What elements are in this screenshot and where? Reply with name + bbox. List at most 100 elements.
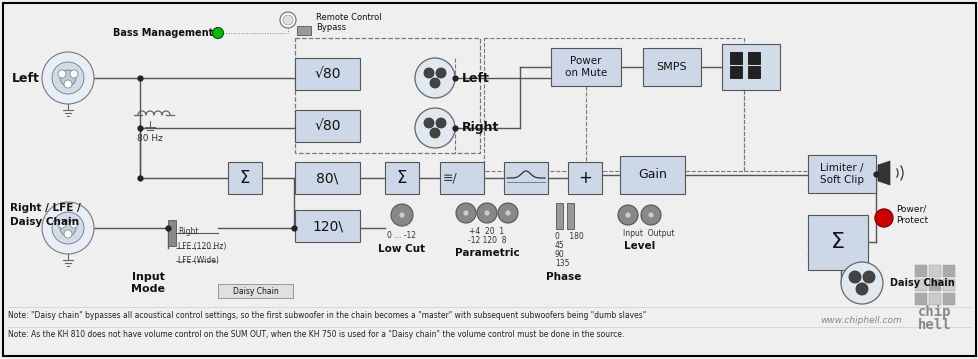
FancyBboxPatch shape bbox=[914, 265, 926, 277]
FancyBboxPatch shape bbox=[730, 66, 741, 78]
FancyBboxPatch shape bbox=[747, 66, 759, 78]
Circle shape bbox=[42, 202, 94, 254]
Text: Left: Left bbox=[462, 71, 489, 84]
Circle shape bbox=[60, 70, 76, 86]
FancyBboxPatch shape bbox=[556, 203, 562, 229]
FancyBboxPatch shape bbox=[218, 284, 292, 298]
FancyBboxPatch shape bbox=[619, 156, 685, 194]
Circle shape bbox=[212, 28, 223, 38]
Circle shape bbox=[435, 118, 446, 128]
Text: Right / LFE /
Daisy Chain: Right / LFE / Daisy Chain bbox=[10, 204, 80, 227]
Circle shape bbox=[624, 212, 631, 218]
FancyBboxPatch shape bbox=[914, 279, 926, 291]
Circle shape bbox=[390, 204, 413, 226]
Circle shape bbox=[435, 68, 446, 78]
Text: Input
Mode: Input Mode bbox=[131, 272, 165, 294]
Text: ≡/: ≡/ bbox=[443, 172, 458, 185]
FancyBboxPatch shape bbox=[296, 26, 311, 35]
FancyBboxPatch shape bbox=[942, 279, 954, 291]
FancyBboxPatch shape bbox=[384, 162, 419, 194]
Circle shape bbox=[483, 210, 490, 216]
FancyBboxPatch shape bbox=[294, 110, 360, 142]
Circle shape bbox=[498, 203, 517, 223]
Circle shape bbox=[423, 68, 433, 78]
Text: Input  Output: Input Output bbox=[622, 229, 674, 238]
FancyBboxPatch shape bbox=[942, 293, 954, 305]
Text: Bass Management: Bass Management bbox=[112, 28, 213, 38]
Circle shape bbox=[52, 212, 84, 244]
Circle shape bbox=[617, 205, 638, 225]
Text: www.chiphell.com: www.chiphell.com bbox=[820, 316, 901, 325]
Circle shape bbox=[283, 15, 292, 25]
Circle shape bbox=[280, 12, 295, 28]
FancyBboxPatch shape bbox=[3, 3, 975, 356]
Text: SMPS: SMPS bbox=[656, 62, 687, 72]
Text: +: + bbox=[577, 169, 592, 187]
Circle shape bbox=[415, 108, 455, 148]
Text: Daisy Chain: Daisy Chain bbox=[889, 278, 954, 288]
Text: +4  20  1: +4 20 1 bbox=[469, 227, 504, 236]
Text: -12 120  8: -12 120 8 bbox=[467, 236, 506, 245]
Circle shape bbox=[399, 212, 405, 218]
Text: Gain: Gain bbox=[638, 168, 666, 182]
Circle shape bbox=[505, 210, 511, 216]
Circle shape bbox=[52, 62, 84, 94]
FancyBboxPatch shape bbox=[551, 48, 620, 86]
Text: 80\: 80\ bbox=[316, 171, 338, 185]
Circle shape bbox=[429, 128, 439, 138]
Text: Left: Left bbox=[12, 71, 40, 84]
Text: Σ: Σ bbox=[240, 169, 250, 187]
Text: Level: Level bbox=[624, 241, 655, 251]
Circle shape bbox=[42, 52, 94, 104]
FancyBboxPatch shape bbox=[730, 52, 741, 64]
Circle shape bbox=[64, 80, 72, 88]
Text: Daisy Chain: Daisy Chain bbox=[233, 286, 278, 295]
Circle shape bbox=[476, 203, 497, 223]
FancyBboxPatch shape bbox=[294, 210, 360, 242]
Text: Limiter /
Soft Clip: Limiter / Soft Clip bbox=[820, 163, 864, 185]
Text: 80 Hz: 80 Hz bbox=[137, 134, 162, 143]
Circle shape bbox=[863, 271, 874, 283]
Text: 0    180: 0 180 bbox=[555, 232, 583, 241]
Text: Remote Control: Remote Control bbox=[316, 13, 381, 22]
Text: 90: 90 bbox=[555, 250, 564, 259]
Circle shape bbox=[429, 78, 439, 88]
Text: Note: As the KH 810 does not have volume control on the SUM OUT, when the KH 750: Note: As the KH 810 does not have volume… bbox=[8, 330, 624, 339]
Circle shape bbox=[874, 209, 892, 227]
Circle shape bbox=[64, 230, 72, 238]
FancyBboxPatch shape bbox=[643, 48, 700, 86]
FancyBboxPatch shape bbox=[928, 279, 940, 291]
FancyBboxPatch shape bbox=[807, 215, 867, 270]
Text: LFE (120 Hz): LFE (120 Hz) bbox=[178, 242, 226, 252]
Circle shape bbox=[60, 220, 76, 236]
Text: Power/
Protect: Power/ Protect bbox=[895, 205, 927, 225]
Text: 120\: 120\ bbox=[312, 219, 342, 233]
Text: Low Cut: Low Cut bbox=[378, 244, 425, 254]
Text: Σ: Σ bbox=[830, 233, 844, 252]
FancyBboxPatch shape bbox=[928, 265, 940, 277]
FancyBboxPatch shape bbox=[504, 162, 548, 194]
FancyBboxPatch shape bbox=[566, 203, 573, 229]
FancyBboxPatch shape bbox=[721, 44, 779, 90]
Text: Power
on Mute: Power on Mute bbox=[564, 56, 606, 78]
FancyBboxPatch shape bbox=[914, 293, 926, 305]
Text: 0 ... -12: 0 ... -12 bbox=[387, 231, 416, 240]
Text: Note: "Daisy chain" bypasses all acoustical control settings, so the first subwo: Note: "Daisy chain" bypasses all acousti… bbox=[8, 311, 645, 320]
FancyBboxPatch shape bbox=[168, 220, 176, 246]
Circle shape bbox=[58, 220, 66, 228]
Circle shape bbox=[415, 58, 455, 98]
FancyBboxPatch shape bbox=[294, 58, 360, 90]
Circle shape bbox=[855, 283, 867, 295]
FancyBboxPatch shape bbox=[747, 52, 759, 64]
FancyBboxPatch shape bbox=[942, 265, 954, 277]
Text: Σ: Σ bbox=[396, 169, 407, 187]
Text: Parametric: Parametric bbox=[454, 248, 519, 258]
FancyBboxPatch shape bbox=[228, 162, 262, 194]
Circle shape bbox=[848, 271, 860, 283]
FancyBboxPatch shape bbox=[928, 293, 940, 305]
FancyBboxPatch shape bbox=[439, 162, 483, 194]
Text: Right: Right bbox=[178, 227, 199, 236]
Circle shape bbox=[70, 70, 78, 78]
Circle shape bbox=[423, 118, 433, 128]
Text: Bypass: Bypass bbox=[316, 23, 346, 32]
